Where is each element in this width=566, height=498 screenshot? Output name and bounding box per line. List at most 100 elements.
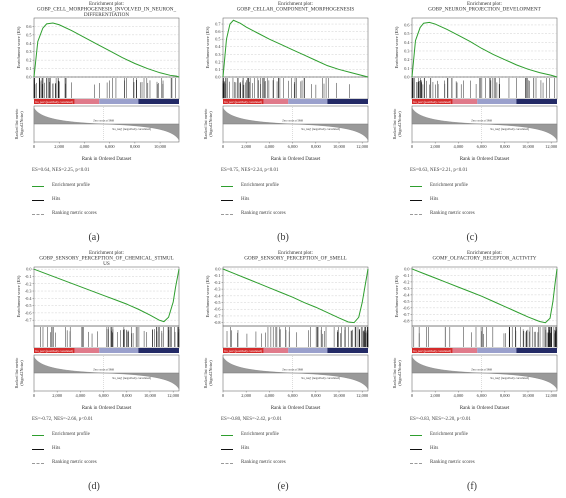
legend-swatch	[32, 200, 44, 201]
legend-swatch	[221, 186, 233, 187]
gsea-panel: Enrichment plot: GOBP_NEURON_PROJECTION_D…	[378, 0, 566, 249]
gsea-panel: Enrichment plot: GOBP_CELL_MORPHOGENESIS_…	[0, 0, 188, 249]
x-tick-label: 12,000	[545, 144, 558, 150]
y-tick-label: -0.6	[214, 307, 221, 312]
x-tick-label: 6,000	[288, 144, 299, 150]
ranking-color-segment	[263, 348, 289, 353]
chart-title-line: GOBP_CELL_MORPHOGENESIS_INVOLVED_IN_NEUR…	[37, 7, 177, 13]
y-tick-label: -0.1	[25, 274, 32, 279]
chart-title-line: Enrichment plot:	[278, 250, 314, 256]
zero-cross-label: Zero cross at 5968	[471, 120, 492, 123]
y-tick-label: -0.4	[214, 293, 222, 298]
y-tick-label: 0.3	[404, 48, 409, 53]
panel-caption: (d)	[88, 481, 100, 492]
y-axis-label: Enrichment score (ES)	[394, 26, 399, 68]
ranking-color-segment	[288, 348, 328, 353]
chart-title: Enrichment plot: GOBP_SENSORY_PERCEPTION_…	[244, 250, 347, 262]
chart-title-line: GOBP_SENSORY_PERCEPTION_OF_SMELL	[244, 256, 347, 262]
y-tick-label: 0.4	[404, 40, 410, 45]
y-tick-label: -0.8	[214, 320, 221, 325]
hits-frame	[222, 325, 369, 349]
ranking-color-segment	[452, 348, 478, 353]
stats-text: ES=0.75, NES=2.24, p<0.01	[221, 168, 279, 173]
y-tick-label: 0.6	[404, 22, 409, 27]
x-tick-label: 10,000	[522, 393, 535, 399]
x-tick-label: 2,000	[54, 144, 65, 150]
x-tick-label: 6,000	[99, 393, 110, 399]
y-tick-label: -0.1	[214, 273, 221, 278]
legend-swatch	[32, 449, 44, 450]
y-tick-label: 0.6	[215, 29, 220, 34]
ranking-color-segment	[263, 99, 289, 104]
chart-title: Enrichment plot: GOMF_OLFACTORY_RECEPTOR_…	[432, 250, 536, 262]
y-tick-label: 0.6	[26, 24, 31, 29]
y-tick-label: 0.0	[215, 75, 220, 80]
legend-label: Hits	[52, 446, 61, 451]
legend-swatch	[221, 449, 233, 450]
panel-caption: (e)	[277, 481, 289, 492]
y-tick-label: -0.7	[25, 318, 32, 323]
y-tick-label: -0.3	[214, 287, 221, 292]
y-tick-label: 0.5	[215, 37, 220, 42]
y-tick-label: 0.7	[215, 22, 220, 27]
y-tick-label: -0.2	[25, 281, 32, 286]
ranking-color-segment	[288, 99, 328, 104]
chart-title-line: Enrichment plot:	[467, 250, 503, 256]
ranking-color-segment	[477, 348, 517, 353]
chart-title-line: GOMF_OLFACTORY_RECEPTOR_ACTIVITY	[432, 256, 536, 262]
ranking-color-segment	[74, 348, 100, 353]
ranking-color-segment	[138, 348, 179, 353]
ranking-axis-label-line: (Signal2Noise)	[397, 360, 402, 386]
x-tick-label: 6,000	[477, 393, 488, 399]
legend-swatch	[32, 435, 44, 436]
legend-swatch	[410, 214, 422, 215]
legend-label: Ranking metric scores	[52, 460, 97, 465]
x-tick-label: 10,000	[333, 144, 346, 150]
zero-cross-label: Zero cross at 5968	[282, 369, 303, 372]
gsea-panel: Enrichment plot: GOBP_SENSORY_PERCEPTION_…	[0, 249, 188, 498]
zero-cross-label: Zero cross at 5968	[282, 120, 303, 123]
legend-label: Ranking metric scores	[241, 460, 286, 465]
x-tick-label: 2,000	[52, 393, 63, 399]
positive-label: 'na_pos' (positively correlated)	[35, 100, 73, 104]
ranking-color-segment	[412, 99, 453, 104]
negative-label: 'na_neg' (negatively correlated)	[301, 376, 340, 380]
ranking-axis-label-line: (Signal2Noise)	[208, 111, 213, 137]
y-axis-label: Enrichment score (ES)	[205, 275, 210, 317]
ranking-color-segment	[138, 99, 179, 104]
y-tick-label: 0.2	[404, 57, 409, 62]
legend-label: Ranking metric scores	[430, 211, 475, 216]
legend-label: Hits	[241, 446, 250, 451]
y-tick-label: 0.1	[404, 66, 409, 71]
positive-label: 'na_pos' (positively correlated)	[224, 349, 262, 353]
legend-swatch	[221, 435, 233, 436]
chart-title-line: GOBP_CELLAR_COMPONENT_MORPHOGENESIS	[237, 7, 355, 13]
legend-swatch	[410, 200, 422, 201]
x-tick-label: 2,000	[241, 144, 252, 150]
stats-text: ES=0.63, NES=2.21, p<0.01	[410, 168, 468, 173]
negative-label: 'na_neg' (negatively correlated)	[301, 127, 340, 131]
chart-title-line: GOBP_SENSORY_PERCEPTION_OF_CHEMICAL_STIM…	[39, 256, 174, 262]
zero-cross-label: Zero cross at 5968	[471, 369, 492, 372]
ranking-color-segment	[412, 348, 453, 353]
y-tick-label: -0.4	[403, 292, 411, 297]
x-tick-label: 0	[33, 144, 36, 149]
x-tick-label: 12,000	[545, 393, 558, 399]
negative-label: 'na_neg' (negatively correlated)	[112, 376, 151, 380]
legend-label: Enrichment profile	[52, 432, 90, 437]
y-axis-label: Enrichment score (ES)	[16, 275, 21, 317]
gsea-plot: Enrichment plot: GOBP_SENSORY_PERCEPTION_…	[14, 250, 180, 411]
ranking-color-segment	[327, 348, 368, 353]
x-tick-label: 4,000	[453, 144, 464, 150]
y-tick-label: -0.6	[403, 305, 410, 310]
legend-label: Ranking metric scores	[52, 211, 97, 216]
x-tick-label: 8,000	[311, 393, 322, 399]
y-tick-label: 0.5	[404, 31, 409, 36]
legend-label: Enrichment profile	[52, 183, 90, 188]
chart-title-line: Enrichment plot:	[467, 1, 503, 7]
legend-label: Enrichment profile	[241, 183, 279, 188]
y-tick-label: 0.0	[404, 266, 409, 271]
ranking-axis-label-line: Ranked list metric	[14, 109, 19, 140]
legend-swatch	[410, 449, 422, 450]
ranking-color-segment	[477, 99, 517, 104]
